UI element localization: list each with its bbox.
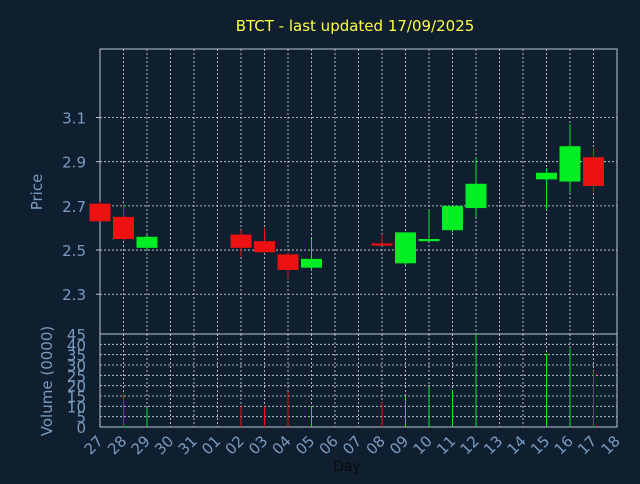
x-tick-label: 07: [339, 432, 365, 458]
x-tick-label: 08: [363, 432, 389, 458]
x-tick-label: 18: [598, 432, 624, 458]
volume-tick-label: 0: [76, 419, 86, 437]
price-axis-label: Price: [28, 174, 46, 211]
x-tick-label: 01: [198, 432, 224, 458]
x-tick-label: 17: [574, 432, 600, 458]
volume-panel-frame: [99, 333, 618, 428]
x-tick-label: 09: [386, 432, 412, 458]
x-tick-label: 03: [245, 432, 271, 458]
price-tick-label: 2.9: [62, 154, 86, 172]
price-tick-label: 3.1: [62, 109, 86, 127]
volume-axis-label: Volume (0000): [38, 326, 56, 436]
candle-body: [395, 232, 416, 264]
x-tick-label: 28: [104, 432, 130, 458]
chart-title: BTCT - last updated 17/09/2025: [236, 17, 475, 35]
volume-tick-label: 25: [67, 367, 86, 385]
x-tick-label: 15: [527, 432, 553, 458]
x-tick-label: 05: [292, 432, 318, 458]
candle-body: [277, 254, 299, 270]
candle-body: [136, 236, 158, 248]
candle-body: [113, 216, 134, 239]
x-tick-label: 04: [269, 432, 295, 458]
volume-tick-label: 30: [67, 357, 86, 375]
x-tick-label: 14: [504, 432, 530, 458]
volume-tick-label: 10: [67, 398, 86, 416]
candle-body: [583, 157, 604, 186]
candle-body: [465, 183, 487, 209]
candle-body: [301, 258, 322, 268]
x-axis-label: Day: [333, 459, 361, 475]
candle-body: [230, 234, 252, 248]
candle-body: [89, 203, 111, 222]
candle-body: [536, 172, 557, 180]
price-tick-label: 2.5: [62, 242, 86, 260]
x-tick-label: 02: [222, 432, 248, 458]
candle-body: [559, 146, 581, 182]
volume-tick-label: 15: [67, 388, 86, 406]
volume-tick-label: 45: [67, 326, 86, 344]
x-tick-label: 13: [480, 432, 506, 458]
candle-body: [371, 243, 393, 246]
volume-tick-label: 5: [76, 409, 86, 427]
x-tick-label: 30: [151, 432, 177, 458]
candle-body: [418, 239, 440, 242]
x-tick-label: 31: [175, 432, 201, 458]
price-tick-label: 2.7: [62, 198, 86, 216]
volume-tick-label: 20: [67, 378, 86, 396]
x-tick-label: 11: [433, 432, 459, 458]
volume-tick-label: 40: [67, 336, 86, 354]
x-tick-label: 16: [551, 432, 577, 458]
candle-body: [442, 205, 463, 231]
price-panel-frame: [99, 48, 618, 335]
x-tick-label: 10: [410, 432, 436, 458]
x-tick-label: 12: [457, 432, 483, 458]
candle-body: [254, 241, 275, 253]
x-tick-label: 29: [128, 432, 154, 458]
x-tick-label: 06: [316, 432, 342, 458]
volume-tick-label: 35: [67, 347, 86, 365]
price-tick-label: 2.3: [62, 286, 86, 304]
